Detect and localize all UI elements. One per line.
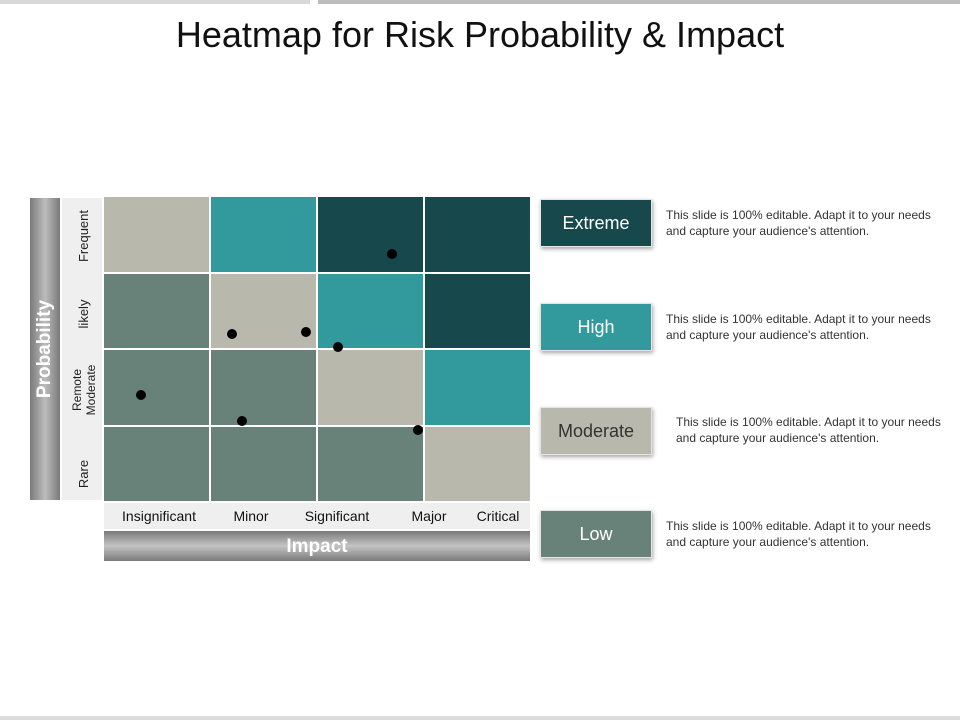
bottom-decor-bar [0, 716, 960, 720]
heatmap-cell-low [318, 426, 423, 501]
heatmap-cell-low [104, 426, 209, 501]
risk-point [386, 249, 397, 259]
row-label-likely: likely [76, 299, 91, 329]
risk-point [301, 326, 312, 337]
heatmap-cell-low [211, 350, 316, 425]
heatmap-cell-low [104, 273, 209, 348]
col-label-major: Major [411, 508, 447, 524]
column-labels: Insignificant Minor Significant Major Cr… [104, 503, 530, 529]
heatmap-cell-moderate [211, 273, 316, 348]
risk-point [226, 328, 237, 339]
heatmap-grid [104, 197, 530, 501]
heatmap-cell-extreme [425, 197, 530, 272]
heatmap-cell-extreme [425, 273, 530, 348]
row-labels: Frequent likely Remote Moderate Rare [62, 198, 102, 500]
col-label-significant: Significant [304, 508, 370, 524]
legend-high-description: This slide is 100% editable. Adapt it to… [666, 312, 931, 342]
heatmap-cell-extreme [318, 197, 423, 272]
legend-moderate-description: This slide is 100% editable. Adapt it to… [676, 415, 941, 445]
legend-low-description: This slide is 100% editable. Adapt it to… [666, 519, 931, 549]
heatmap-cell-moderate [104, 197, 209, 272]
heatmap-cell-high [211, 197, 316, 272]
risk-point [237, 416, 248, 427]
risk-point [413, 425, 424, 436]
col-label-insignificant: Insignificant [122, 508, 196, 524]
legend-extreme-box: Extreme [540, 199, 652, 247]
row-label-frequent: Frequent [76, 209, 91, 263]
top-decor-bar-left [0, 0, 310, 4]
legend-high-box: High [540, 303, 652, 351]
probability-axis-bar [30, 198, 60, 500]
risk-point [333, 342, 344, 353]
row-label-remote-moderate: Remote Moderate [70, 364, 98, 416]
heatmap-cell-high [425, 350, 530, 425]
top-decor-bar-right [318, 0, 960, 4]
col-label-minor: Minor [233, 508, 269, 524]
heatmap-cell-high [318, 273, 423, 348]
risk-point [136, 389, 147, 400]
row-label-rare: Rare [76, 459, 91, 489]
legend-extreme-description: This slide is 100% editable. Adapt it to… [666, 208, 931, 238]
page-title: Heatmap for Risk Probability & Impact [175, 14, 785, 55]
heatmap-cell-low [211, 426, 316, 501]
legend-low-box: Low [540, 510, 652, 558]
heatmap-cell-moderate [318, 350, 423, 425]
heatmap-cell-low [104, 350, 209, 425]
legend-moderate-box: Moderate [540, 407, 652, 455]
heatmap-cell-moderate [425, 426, 530, 501]
impact-axis-title: Impact [104, 531, 530, 561]
col-label-critical: Critical [476, 508, 520, 524]
probability-axis-title: Probability [34, 299, 55, 399]
